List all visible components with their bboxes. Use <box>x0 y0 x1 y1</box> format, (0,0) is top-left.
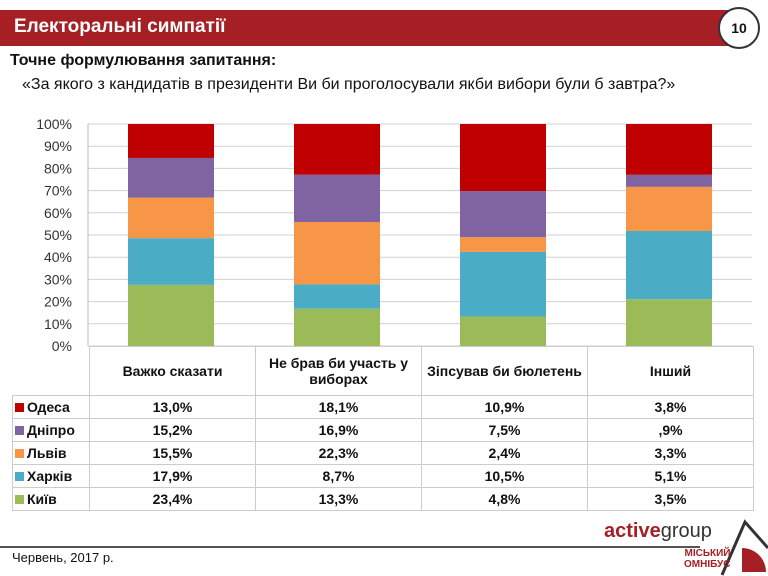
subtitle: Точне формулювання запитання: <box>10 52 277 69</box>
bar-segment-0-1 <box>294 308 380 346</box>
value-cell: 4,8% <box>421 487 588 511</box>
value-cell: 10,9% <box>421 395 588 419</box>
value-cell: 15,5% <box>89 441 256 465</box>
y-tick-label: 10% <box>44 316 72 332</box>
logo-group: group <box>660 520 712 542</box>
logo-omnibus-1: МІСЬКИЙ <box>684 548 731 559</box>
table-corner <box>12 346 90 396</box>
legend-cell: Одеса <box>12 395 90 419</box>
y-tick-label: 30% <box>44 271 72 287</box>
bar-segment-4-1 <box>294 124 380 175</box>
legend-label: Львів <box>27 445 67 461</box>
value-cell: 2,4% <box>421 441 588 465</box>
value-cell: 16,9% <box>255 418 422 442</box>
value-cell: ,9% <box>587 418 754 442</box>
value-cell: 15,2% <box>89 418 256 442</box>
value-cell: 22,3% <box>255 441 422 465</box>
legend-swatch <box>15 472 24 481</box>
table-row: Київ 23,4% 13,3% 4,8% 3,5% <box>12 487 754 511</box>
bar-segment-1-1 <box>294 284 380 309</box>
value-cell: 5,1% <box>587 464 754 488</box>
legend-swatch <box>15 449 24 458</box>
legend-label: Київ <box>27 491 57 507</box>
bar-segment-2-1 <box>294 221 380 285</box>
value-cell: 17,9% <box>89 464 256 488</box>
footer-date: Червень, 2017 р. <box>12 550 114 565</box>
footer-divider <box>0 546 700 548</box>
value-cell: 3,3% <box>587 441 754 465</box>
value-cell: 7,5% <box>421 418 588 442</box>
bar-segment-4-2 <box>460 124 546 192</box>
bar-segment-2-3 <box>626 186 712 231</box>
legend-swatch <box>15 495 24 504</box>
value-cell: 8,7% <box>255 464 422 488</box>
y-tick-label: 40% <box>44 249 72 265</box>
category-header: Важко сказати <box>89 346 256 396</box>
table-row: Дніпро 15,2% 16,9% 7,5% ,9% <box>12 418 754 442</box>
page-number: 10 <box>718 7 760 49</box>
value-cell: 13,3% <box>255 487 422 511</box>
logo-omnibus-2: ОМНІБУС <box>684 559 731 570</box>
value-cell: 13,0% <box>89 395 256 419</box>
legend-label: Харків <box>27 468 73 484</box>
bar-segment-0-2 <box>460 316 546 346</box>
y-tick-label: 70% <box>44 183 72 199</box>
bar-segment-4-0 <box>128 124 214 158</box>
value-cell: 18,1% <box>255 395 422 419</box>
value-cell: 3,5% <box>587 487 754 511</box>
category-header: Зіпсував би бюлетень <box>421 346 588 396</box>
bar-segment-3-3 <box>626 174 712 187</box>
omnibus-logo: МІСЬКИЙ ОМНІБУС <box>684 548 731 570</box>
bar-segment-1-2 <box>460 251 546 317</box>
value-cell: 10,5% <box>421 464 588 488</box>
legend-cell: Дніпро <box>12 418 90 442</box>
category-header: Не брав би участь у виборах <box>255 346 422 396</box>
bar-segment-4-3 <box>626 124 712 175</box>
value-cell: 3,8% <box>587 395 754 419</box>
y-tick-label: 90% <box>44 138 72 154</box>
bar-segment-3-1 <box>294 174 380 222</box>
y-tick-label: 100% <box>36 116 72 132</box>
category-header: Інший <box>587 346 754 396</box>
bar-segment-1-3 <box>626 230 712 300</box>
legend-label: Дніпро <box>27 422 75 438</box>
bar-segment-1-0 <box>128 238 214 285</box>
bar-segment-3-0 <box>128 157 214 198</box>
y-tick-label: 80% <box>44 160 72 176</box>
y-tick-label: 20% <box>44 294 72 310</box>
bar-segment-3-2 <box>460 191 546 238</box>
legend-cell: Львів <box>12 441 90 465</box>
y-tick-label: 60% <box>44 205 72 221</box>
table-row: Одеса 13,0% 18,1% 10,9% 3,8% <box>12 395 754 419</box>
slide-title: Електоральні симпатії <box>14 16 226 37</box>
legend-label: Одеса <box>27 399 70 415</box>
activegroup-logo: activegroup <box>604 520 712 543</box>
bar-segment-0-0 <box>128 284 214 346</box>
legend-cell: Харків <box>12 464 90 488</box>
legend-swatch <box>15 403 24 412</box>
bar-segment-2-0 <box>128 197 214 239</box>
value-cell: 23,4% <box>89 487 256 511</box>
y-tick-label: 50% <box>44 227 72 243</box>
logo-active: active <box>604 520 661 542</box>
table-row: Харків 17,9% 8,7% 10,5% 5,1% <box>12 464 754 488</box>
bar-segment-2-2 <box>460 237 546 252</box>
bar-segment-0-3 <box>626 299 712 346</box>
table-row: Львів 15,5% 22,3% 2,4% 3,3% <box>12 441 754 465</box>
legend-cell: Київ <box>12 487 90 511</box>
header-bar: Електоральні симпатії <box>0 10 742 46</box>
legend-swatch <box>15 426 24 435</box>
data-table: Важко сказати Не брав би участь у виборах… <box>12 346 754 511</box>
stacked-bar-chart: 0%10%20%30%40%50%60%70%80%90%100% <box>36 116 752 354</box>
question-text: «За якого з кандидатів в президенти Ви б… <box>22 76 676 93</box>
